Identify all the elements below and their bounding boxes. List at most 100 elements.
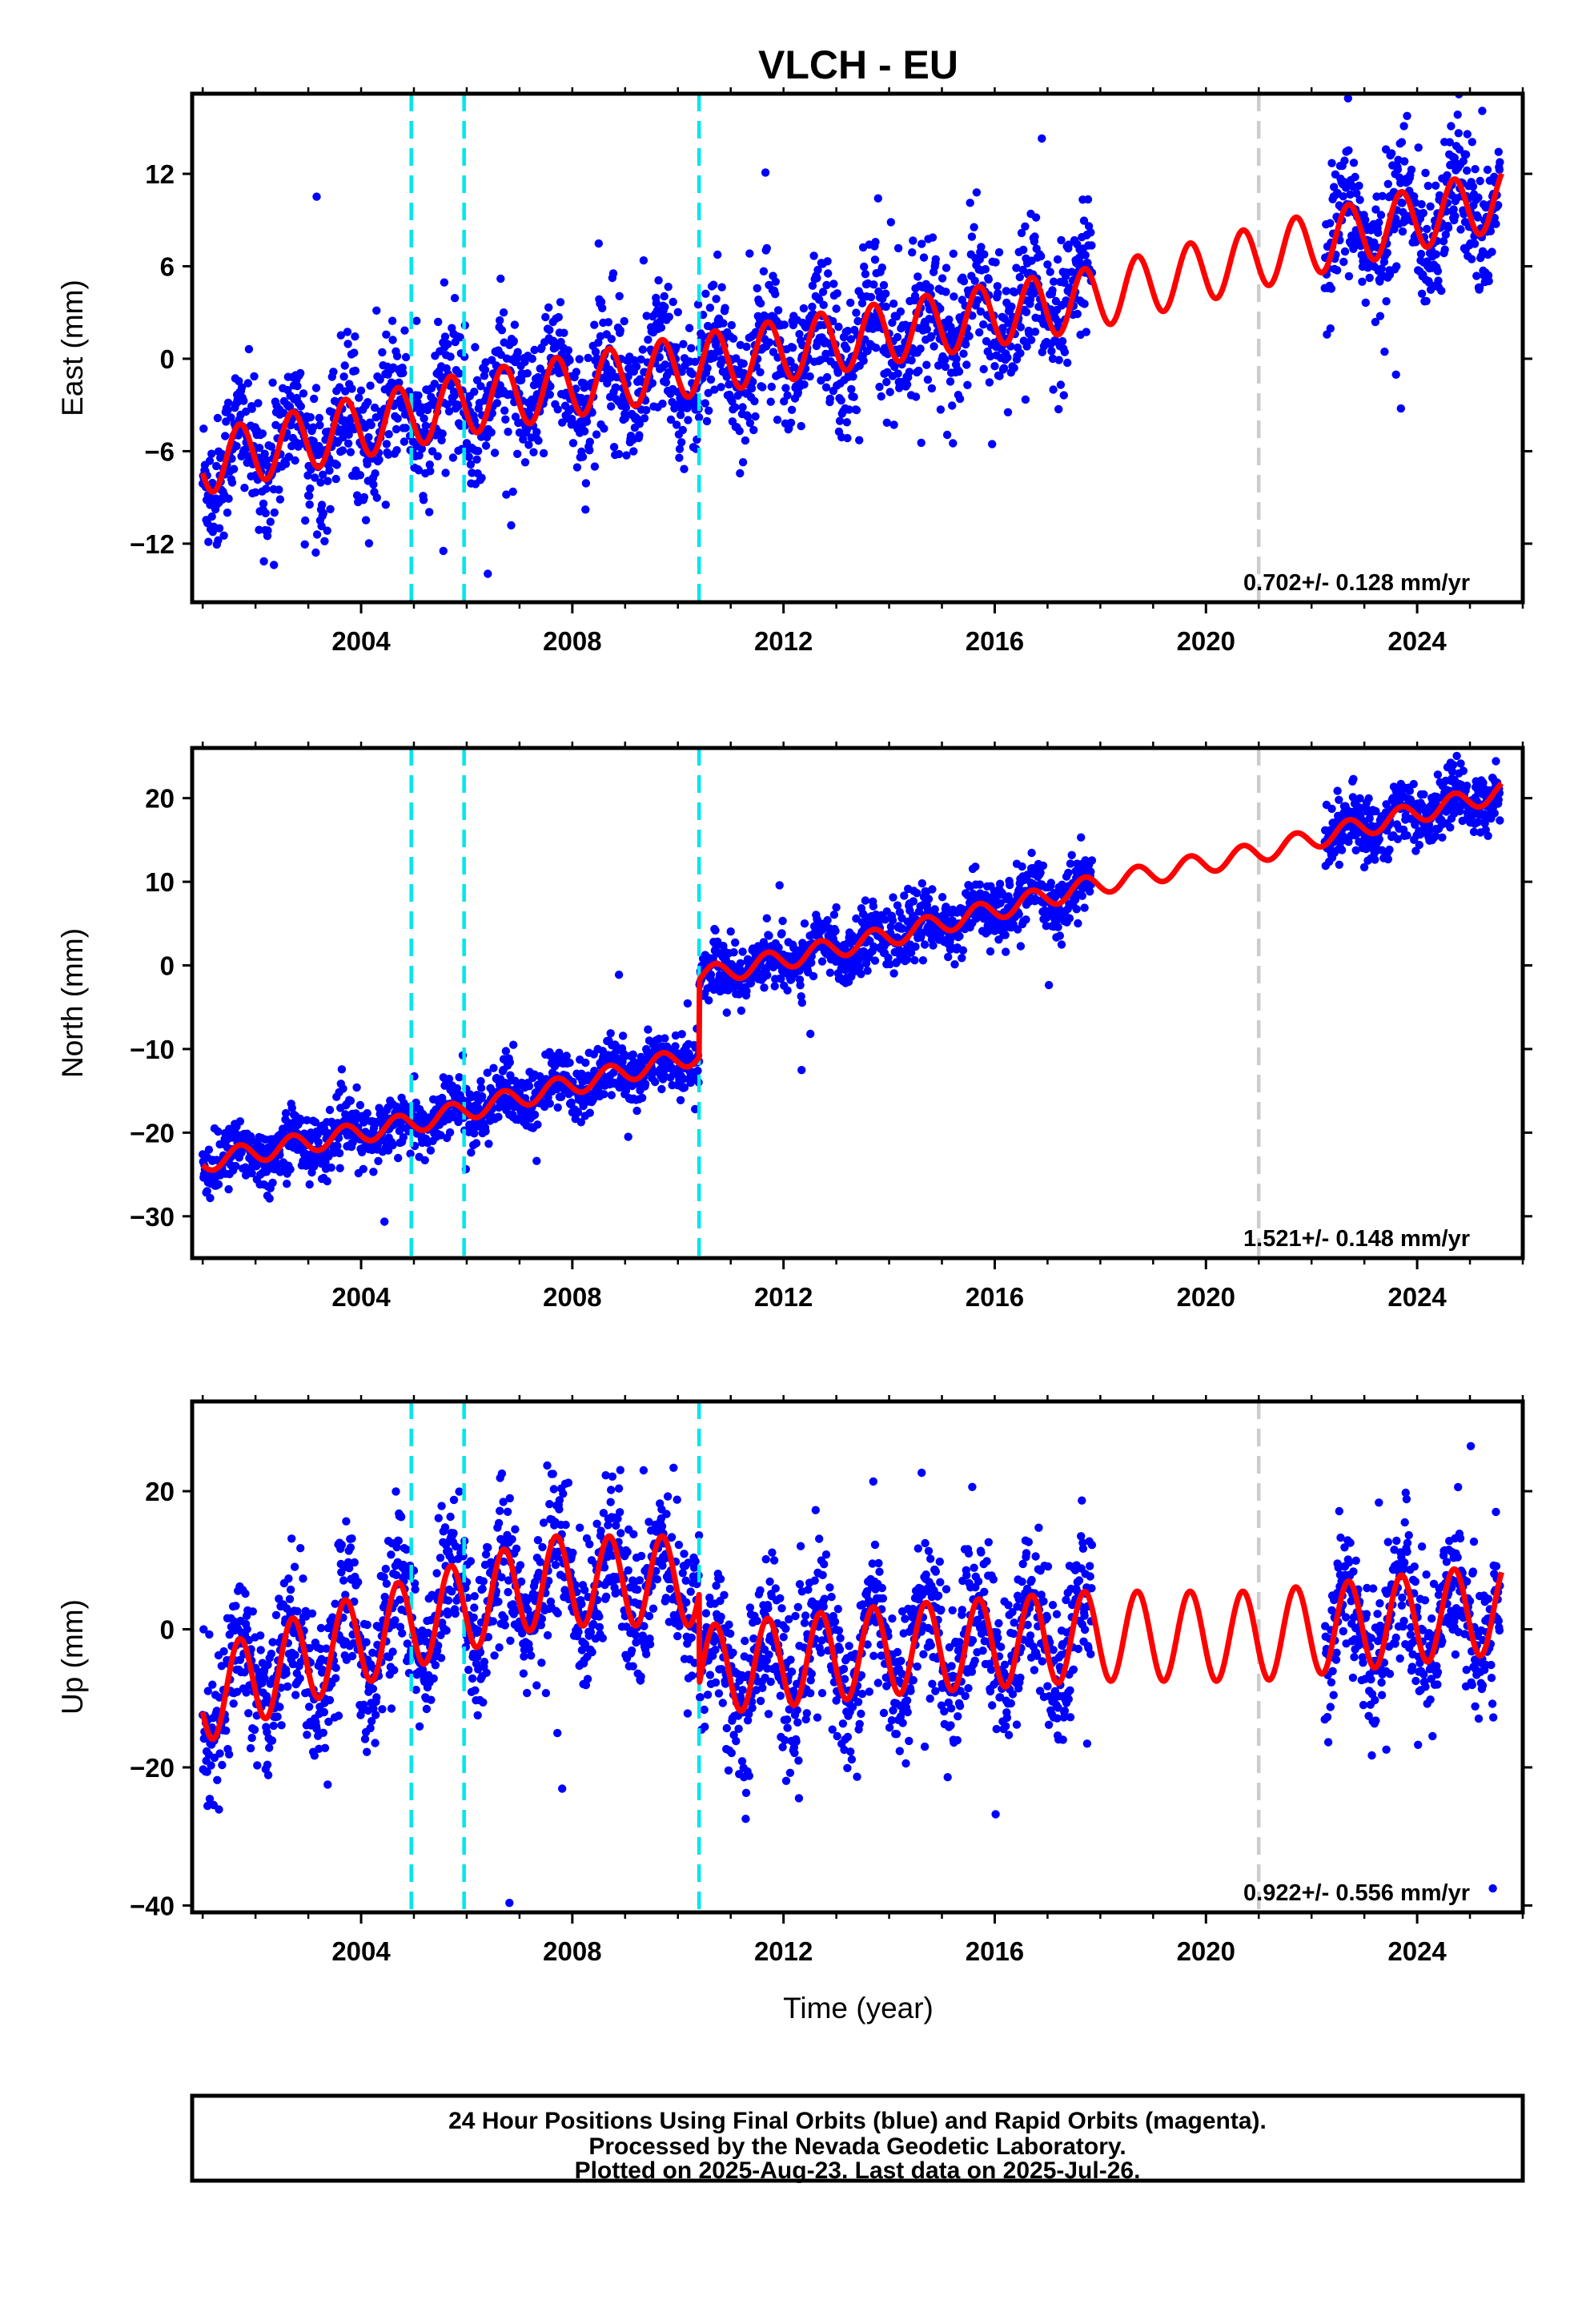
observation-point — [861, 270, 870, 279]
observation-point — [534, 436, 543, 445]
observation-point — [737, 1006, 746, 1015]
observation-point — [326, 505, 335, 513]
observation-point — [787, 405, 797, 414]
observation-point — [911, 392, 921, 401]
observation-point — [319, 470, 327, 479]
observation-point — [677, 1030, 686, 1039]
observation-point — [967, 232, 977, 241]
observation-point — [780, 397, 789, 406]
observation-point — [741, 436, 750, 445]
observation-point — [762, 243, 771, 253]
observation-point — [721, 304, 729, 312]
observation-point — [664, 283, 673, 292]
observation-point — [204, 537, 213, 546]
observation-point — [1060, 348, 1070, 356]
observation-point — [1375, 312, 1385, 320]
observation-point — [271, 420, 280, 429]
observation-point — [371, 469, 379, 478]
observation-point — [1344, 146, 1353, 155]
observation-point — [596, 297, 606, 307]
observation-point — [528, 354, 536, 364]
observation-point — [819, 300, 828, 309]
observation-point — [761, 168, 770, 177]
observation-point — [712, 295, 721, 304]
observation-point — [1086, 887, 1094, 896]
observation-point — [870, 956, 880, 965]
observation-point — [731, 938, 740, 947]
observation-point — [833, 289, 841, 298]
observation-point — [481, 1127, 490, 1136]
observation-point — [344, 430, 353, 439]
observation-point — [1495, 165, 1504, 175]
observation-point — [378, 348, 387, 357]
observation-point — [560, 328, 568, 337]
observation-point — [1443, 223, 1453, 232]
observation-point — [758, 383, 767, 392]
observation-point — [564, 346, 573, 355]
observation-point — [1456, 759, 1465, 768]
observation-point — [1484, 831, 1492, 841]
observation-point — [1054, 923, 1062, 931]
observation-point — [970, 223, 978, 231]
observation-point — [333, 1141, 342, 1151]
observation-point — [270, 508, 279, 517]
observation-point — [693, 300, 703, 309]
observation-point — [581, 505, 590, 514]
observation-point — [343, 328, 352, 336]
observation-point — [450, 294, 460, 303]
observation-point — [519, 435, 528, 444]
observation-point — [227, 454, 236, 463]
observation-point — [1399, 122, 1408, 131]
observation-point — [786, 418, 796, 428]
observation-point — [852, 405, 861, 415]
observation-point — [336, 331, 345, 340]
observation-point — [1351, 172, 1359, 182]
observation-point — [356, 386, 366, 395]
observation-point — [701, 289, 710, 298]
observation-point — [944, 952, 953, 962]
observation-point — [325, 1105, 335, 1115]
observation-point — [698, 311, 708, 320]
observation-point — [400, 326, 409, 335]
observation-point — [1431, 181, 1440, 190]
observation-point — [703, 364, 712, 372]
observation-point — [1054, 356, 1063, 364]
observation-point — [871, 238, 880, 247]
observation-point — [1403, 111, 1411, 120]
observation-point — [1472, 271, 1481, 280]
observation-point — [1058, 336, 1067, 346]
observation-point — [1483, 165, 1492, 175]
observation-point — [1031, 213, 1041, 222]
observation-point — [544, 303, 553, 312]
observation-point — [743, 412, 753, 421]
observation-point — [1043, 260, 1052, 269]
observation-point — [635, 420, 644, 428]
observation-point — [489, 1063, 498, 1072]
observation-point — [945, 315, 954, 324]
observation-point — [352, 491, 362, 500]
observation-point — [1080, 903, 1089, 912]
observation-point — [372, 493, 381, 502]
observation-point — [267, 442, 276, 451]
observation-point — [212, 461, 221, 471]
observation-point — [614, 971, 624, 979]
observation-point — [1063, 358, 1072, 368]
observation-point — [642, 312, 651, 320]
observation-point — [455, 369, 464, 378]
observation-point — [466, 460, 476, 469]
observation-point — [829, 279, 838, 288]
observation-point — [524, 440, 533, 449]
observation-point — [1057, 235, 1066, 245]
observation-point — [484, 1140, 493, 1148]
observation-point — [1375, 834, 1384, 844]
observation-point — [612, 383, 620, 392]
observation-point — [255, 525, 263, 534]
observation-point — [669, 297, 677, 307]
observation-point — [401, 424, 410, 432]
observation-point — [1339, 257, 1348, 267]
observation-point — [1423, 181, 1433, 191]
observation-point — [749, 377, 757, 386]
observation-point — [661, 1034, 669, 1043]
observation-point — [1400, 157, 1409, 166]
observation-point — [821, 383, 831, 392]
